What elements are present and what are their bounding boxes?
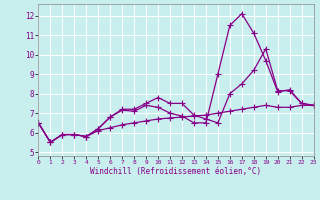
X-axis label: Windchill (Refroidissement éolien,°C): Windchill (Refroidissement éolien,°C) (91, 167, 261, 176)
